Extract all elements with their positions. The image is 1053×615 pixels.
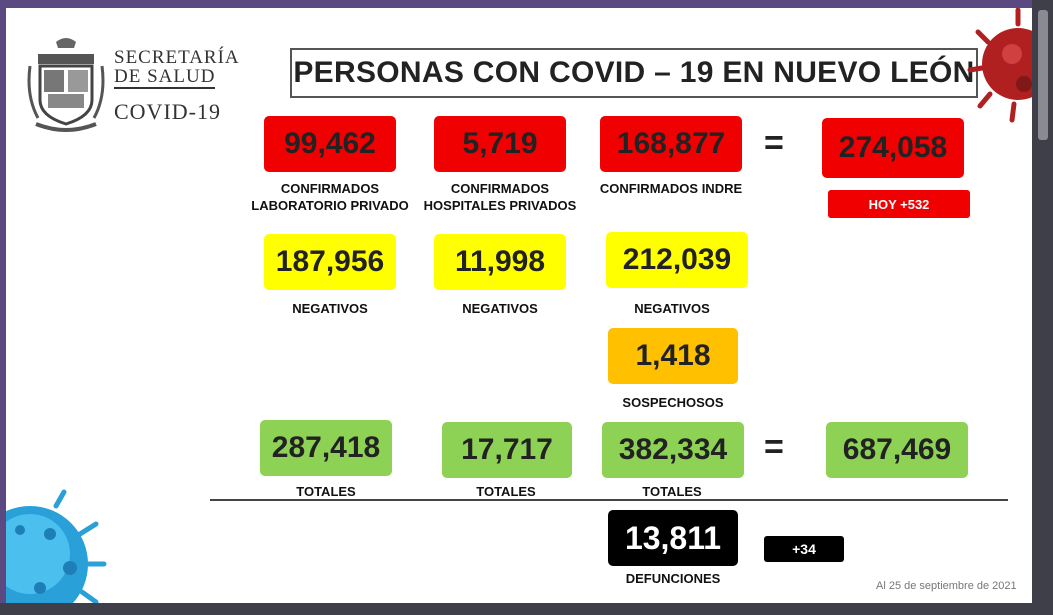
grand-total-value: 687,469 [826, 422, 968, 478]
negatives-lab-private-label: NEGATIVOS [292, 301, 368, 316]
confirmed-lab-private-label: CONFIRMADOS LABORATORIO PRIVADO [251, 181, 409, 213]
coronavirus-icon [6, 489, 107, 603]
totals-indre-value: 382,334 [602, 422, 744, 478]
confirmed-lab-private-value: 99,462 [264, 116, 396, 172]
divider [210, 499, 1008, 501]
confirmed-hosp-private-value: 5,719 [434, 116, 566, 172]
confirmed-total-value: 274,058 [822, 118, 964, 178]
report-date: Al 25 de septiembre de 2021 [876, 580, 1017, 592]
org-line3: COVID-19 [114, 99, 221, 124]
deaths-label: DEFUNCIONES [625, 571, 721, 586]
window-bottom-border [0, 603, 1053, 615]
deaths-value: 13,811 [608, 510, 738, 566]
scrollbar-thumb[interactable] [1038, 10, 1048, 140]
coronavirus-icon [967, 8, 1032, 123]
negatives-hosp-private-value: 11,998 [434, 234, 566, 290]
negatives-hosp-private-label: NEGATIVOS [462, 301, 538, 316]
totals-hosp-private-value: 17,717 [442, 422, 572, 478]
slide: SECRETARÍA DE SALUD COVID-19 PERSONAS CO… [6, 8, 1032, 603]
totals-hosp-private-label: TOTALES [476, 484, 536, 499]
page-title-box: PERSONAS CON COVID – 19 EN NUEVO LEÓN [290, 48, 978, 98]
deaths-today-badge: +34 [764, 536, 844, 562]
equals-sign: = [764, 428, 784, 466]
confirmed-hosp-private-label: CONFIRMADOS HOSPITALES PRIVADOS [423, 181, 577, 213]
negatives-indre-label: NEGATIVOS [634, 301, 710, 316]
nuevo-leon-coat-of-arms-icon [27, 38, 105, 132]
scrollbar[interactable] [1032, 0, 1053, 615]
suspected-value: 1,418 [608, 328, 738, 384]
equals-sign: = [764, 124, 784, 162]
page-title: PERSONAS CON COVID – 19 EN NUEVO LEÓN [293, 56, 975, 89]
org-line2: DE SALUD [114, 66, 216, 89]
confirmed-today-badge: HOY +532 [828, 190, 970, 218]
negatives-lab-private-value: 187,956 [264, 234, 396, 290]
totals-lab-private-value: 287,418 [260, 420, 392, 476]
health-secretary-logo: SECRETARÍA DE SALUD COVID-19 [114, 48, 240, 125]
org-line1: SECRETARÍA [114, 47, 240, 68]
window-top-border [0, 0, 1053, 8]
totals-lab-private-label: TOTALES [296, 484, 356, 499]
window-left-border [0, 0, 6, 615]
confirmed-indre-label: CONFIRMADOS INDRE [599, 181, 743, 196]
negatives-indre-value: 212,039 [606, 232, 748, 288]
suspected-label: SOSPECHOSOS [622, 395, 724, 410]
confirmed-indre-value: 168,877 [600, 116, 742, 172]
totals-indre-label: TOTALES [642, 484, 702, 499]
